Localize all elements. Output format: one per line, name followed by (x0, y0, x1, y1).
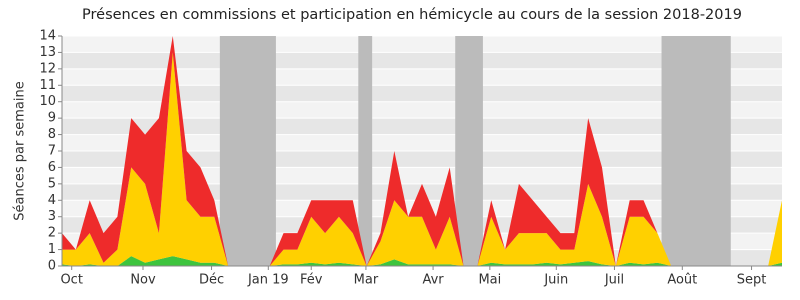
y-tick-label: 9 (48, 111, 56, 126)
area (62, 256, 782, 266)
x-tick-label: Mar (354, 273, 379, 288)
y-tick-label: 1 (48, 242, 56, 257)
y-tick-label: 5 (48, 176, 56, 191)
shaded-period (661, 36, 731, 266)
x-tick-label: Août (667, 273, 697, 288)
y-tick-label: 7 (48, 144, 56, 159)
x-tick-label: Nov (130, 273, 156, 288)
shaded-period (455, 36, 483, 266)
x-tick-label: Mai (478, 273, 501, 288)
y-tick-label: 14 (39, 29, 56, 44)
y-tick-label: 3 (48, 209, 56, 224)
x-tick-label: Juil (604, 273, 624, 288)
y-tick-label: 6 (48, 160, 56, 175)
area (62, 52, 782, 266)
shaded-period (358, 36, 373, 266)
x-tick-label: Sept (737, 273, 767, 288)
shaded-period (219, 36, 276, 266)
x-tick-label: Avr (422, 273, 444, 288)
x-tick-label: Fév (300, 273, 323, 288)
y-axis-label: Séances par semaine (13, 81, 28, 220)
x-tick-label: Oct (60, 273, 82, 288)
x-tick-label: Juin (543, 273, 568, 288)
y-tick-label: 4 (48, 193, 56, 208)
y-tick-label: 12 (39, 61, 56, 76)
x-tick-label: Jan 19 (247, 273, 289, 288)
x-tick-label: Déc (199, 273, 224, 288)
chart-title: Présences en commissions et participatio… (82, 7, 742, 23)
y-tick-label: 11 (39, 78, 56, 93)
area (62, 36, 782, 266)
y-tick-label: 2 (48, 226, 56, 241)
y-tick-label: 10 (39, 94, 56, 109)
y-tick-label: 13 (39, 45, 56, 60)
y-tick-label: 8 (48, 127, 56, 142)
y-tick-label: 0 (48, 259, 56, 274)
